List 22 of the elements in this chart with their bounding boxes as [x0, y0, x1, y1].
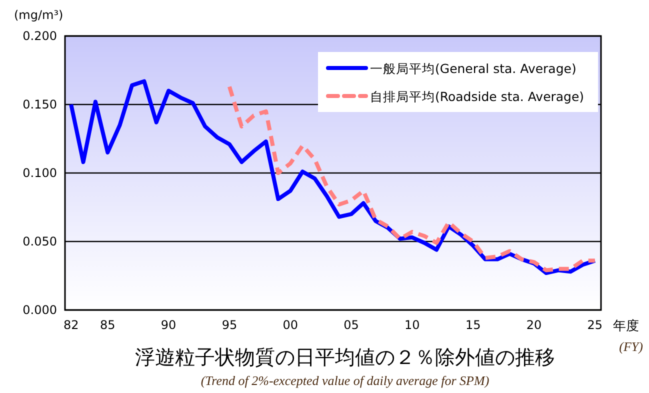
x-tick-label: 82: [63, 318, 79, 332]
text: (Trend of 2%-excepted value of daily average for SPM): [200, 373, 490, 388]
legend-label: 自排局平均(Roadside sta. Average): [370, 89, 584, 104]
x-tick-label: 00: [282, 318, 298, 332]
x-tick-label: 85: [100, 318, 116, 332]
x-tick-label: 20: [526, 318, 542, 332]
x-tick-label: 25: [587, 318, 603, 332]
x-tick-label: 05: [344, 318, 359, 332]
legend-label: 一般局平均(General sta. Average): [370, 61, 576, 76]
x-tick-label: 95: [222, 318, 238, 332]
x-tick-label: 90: [160, 318, 176, 332]
y-tick-label: 0.050: [22, 234, 57, 248]
text: (FY): [619, 339, 643, 354]
y-tick-label: 0.000: [22, 303, 57, 317]
x-axis-title: 年度: [613, 318, 639, 334]
y-axis-title: (mg/m³): [14, 8, 64, 22]
y-tick-label: 0.150: [22, 98, 57, 112]
y-tick-label: 0.200: [22, 29, 57, 43]
text: 浮遊粒子状物質の日平均値の２％除外値の推移: [135, 347, 555, 369]
x-tick-label: 15: [465, 318, 481, 332]
x-tick-label: 10: [404, 318, 420, 332]
y-tick-label: 0.100: [22, 166, 57, 180]
